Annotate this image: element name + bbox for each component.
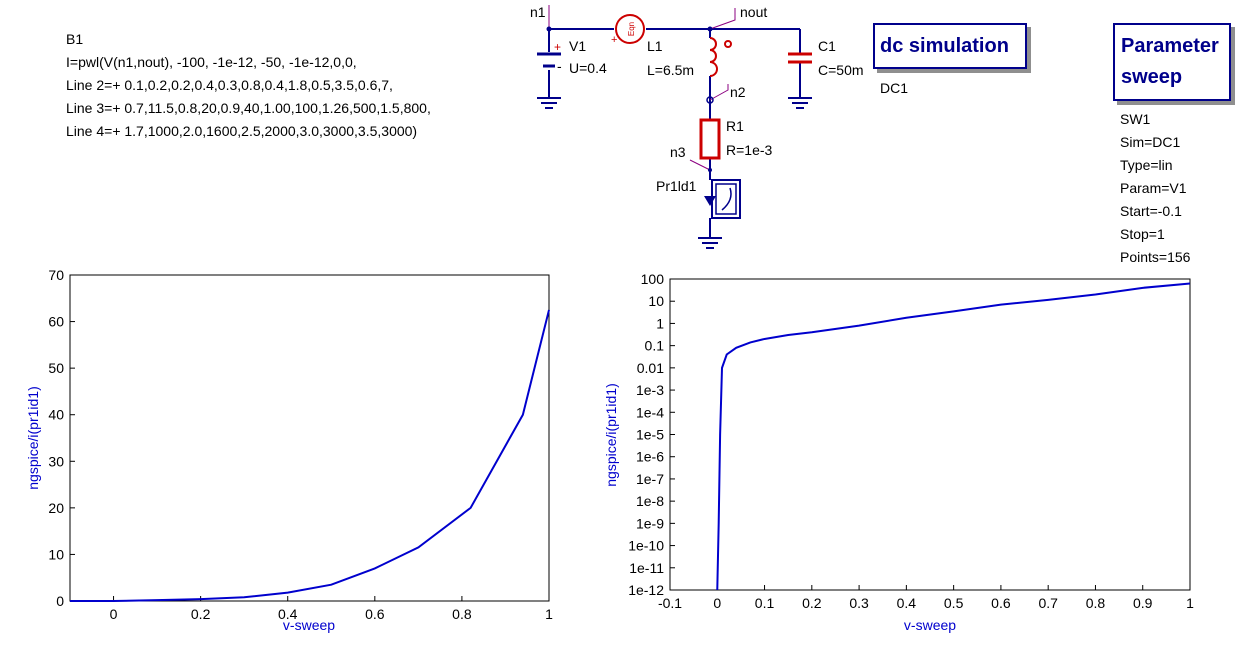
b1-line-3: Line 3=+ 0.7,11.5,0.8,20,0.9,40,1.00,100… bbox=[66, 100, 431, 116]
b1-name: B1 bbox=[66, 31, 84, 47]
dc-simulation-title: dc simulation bbox=[880, 35, 1009, 57]
c1-value: C=50m bbox=[818, 62, 864, 78]
chart1-xtick-label: 1 bbox=[545, 606, 553, 622]
chart1-xtick-label: 0.8 bbox=[452, 606, 472, 622]
chart2-xtick-label: 0 bbox=[713, 595, 721, 611]
node-label-n2: n2 bbox=[730, 84, 746, 100]
b1-line-1: I=pwl(V(n1,nout), -100, -1e-12, -50, -1e… bbox=[66, 54, 357, 70]
chart2-xtick-label: 0.3 bbox=[849, 595, 869, 611]
v1-value: U=0.4 bbox=[569, 60, 607, 76]
parameter-sweep-title-1: Parameter bbox=[1121, 35, 1219, 57]
chart2-ytick-label: 0.1 bbox=[645, 338, 665, 354]
b1-line-4: Line 4=+ 1.7,1000,2.0,1600,2.5,2000,3.0,… bbox=[66, 123, 418, 139]
chart1-ytick-label: 10 bbox=[48, 546, 64, 562]
chart2-ytick-label: 1e-3 bbox=[636, 382, 664, 398]
chart2-ytick-label: 1e-12 bbox=[628, 582, 664, 598]
sweep-prop-type: Type=lin bbox=[1120, 157, 1173, 173]
chart2-xtick-label: 0.9 bbox=[1133, 595, 1153, 611]
chart1-ytick-label: 30 bbox=[48, 453, 64, 469]
chart2-ytick-label: 1 bbox=[656, 315, 664, 331]
chart2-xtick-label: 1 bbox=[1186, 595, 1194, 611]
sweep-prop-sim: Sim=DC1 bbox=[1120, 134, 1181, 150]
chart2-series-line bbox=[716, 282, 1191, 591]
sweep-prop-param: Param=V1 bbox=[1120, 180, 1187, 196]
chart2-xtick-label: 0.6 bbox=[991, 595, 1011, 611]
log-current-chart: -0.1 0 0.1 0.2 0.3 0.4 0.5 0.6 0.7 0.8 0.9 1 1e-12 1e… bbox=[603, 271, 1194, 633]
chart2-ytick-label: 1e-8 bbox=[636, 493, 664, 509]
parameter-sweep-title-2: sweep bbox=[1121, 66, 1183, 88]
svg-text:+: + bbox=[554, 40, 561, 54]
chart2-xtick-label: 0.2 bbox=[802, 595, 822, 611]
chart2-xtick-label: 0.5 bbox=[944, 595, 964, 611]
dc-simulation-name: DC1 bbox=[880, 80, 909, 96]
chart1-xtick-label: 0.4 bbox=[278, 606, 298, 622]
r1-name: R1 bbox=[726, 118, 744, 134]
probe-name: Pr1ld1 bbox=[656, 178, 697, 194]
r1-value: R=1e-3 bbox=[726, 142, 773, 158]
dc-simulation-box[interactable]: dc simulation bbox=[873, 23, 1027, 69]
b1-line-2: Line 2=+ 0.1,0.2,0.2,0.4,0.3,0.8,0.4,1.8… bbox=[66, 77, 393, 93]
sweep-prop-start: Start=-0.1 bbox=[1120, 203, 1182, 219]
chart1-xtick-label: 0.2 bbox=[191, 606, 211, 622]
chart1-ytick-label: 0 bbox=[56, 593, 64, 609]
c1-name: C1 bbox=[818, 38, 836, 54]
chart2-xlabel: v-sweep bbox=[904, 617, 956, 633]
chart2-ytick-label: 1e-4 bbox=[636, 404, 664, 420]
l1-name: L1 bbox=[647, 38, 663, 54]
sweep-prop-stop: Stop=1 bbox=[1120, 226, 1165, 242]
chart2-ytick-label: 1e-5 bbox=[636, 427, 664, 443]
chart2-ytick-label: 1e-11 bbox=[629, 560, 664, 576]
chart1-ytick-label: 70 bbox=[48, 267, 64, 283]
chart1-xlabel: v-sweep bbox=[283, 617, 335, 633]
chart1-ytick-label: 50 bbox=[48, 360, 64, 376]
v1-name: V1 bbox=[569, 38, 587, 54]
v1-minus: - bbox=[557, 58, 562, 74]
chart1-ytick-label: 40 bbox=[48, 407, 64, 423]
schematic: + + Eqn bbox=[537, 5, 812, 249]
l1-value: L=6.5m bbox=[647, 62, 695, 78]
chart2-ylabel: ngspice/i(pr1id1) bbox=[603, 383, 619, 487]
svg-text:+: + bbox=[611, 34, 617, 46]
chart2-xtick-label: 0.7 bbox=[1038, 595, 1058, 611]
node-label-n3: n3 bbox=[670, 144, 686, 160]
chart2-ytick-label: 100 bbox=[641, 271, 665, 287]
chart1-series-line bbox=[70, 309, 550, 602]
chart2-ytick-label: 1e-9 bbox=[636, 515, 664, 531]
chart2-ytick-label: 0.01 bbox=[637, 360, 664, 376]
chart2-ytick-label: 10 bbox=[648, 293, 664, 309]
chart2-ytick-label: 1e-6 bbox=[636, 449, 664, 465]
parameter-sweep-box[interactable]: Parameter sweep bbox=[1113, 23, 1231, 101]
svg-text:Eqn: Eqn bbox=[627, 22, 636, 36]
node-label-n1: n1 bbox=[530, 4, 546, 20]
chart2-xtick-label: 0.8 bbox=[1086, 595, 1106, 611]
sweep-prop-name: SW1 bbox=[1120, 111, 1151, 127]
chart1-xtick-label: 0 bbox=[110, 606, 118, 622]
sweep-prop-points: Points=156 bbox=[1120, 249, 1191, 265]
chart2-plot-frame bbox=[669, 278, 1191, 591]
chart2-xtick-label: -0.1 bbox=[658, 595, 682, 611]
chart1-plot-frame bbox=[69, 274, 550, 602]
chart2-ytick-label: 1e-10 bbox=[628, 538, 664, 554]
chart2-xtick-label: 0.4 bbox=[897, 595, 917, 611]
node-label-nout: nout bbox=[740, 4, 768, 20]
chart1-ytick-label: 60 bbox=[48, 314, 64, 330]
chart2-ytick-label: 1e-7 bbox=[636, 471, 664, 487]
chart1-ytick-label: 20 bbox=[48, 500, 64, 516]
chart1-ylabel: ngspice/i(pr1id1) bbox=[25, 386, 41, 490]
chart2-xtick-label: 0.1 bbox=[755, 595, 775, 611]
chart1-xtick-label: 0.6 bbox=[365, 606, 385, 622]
